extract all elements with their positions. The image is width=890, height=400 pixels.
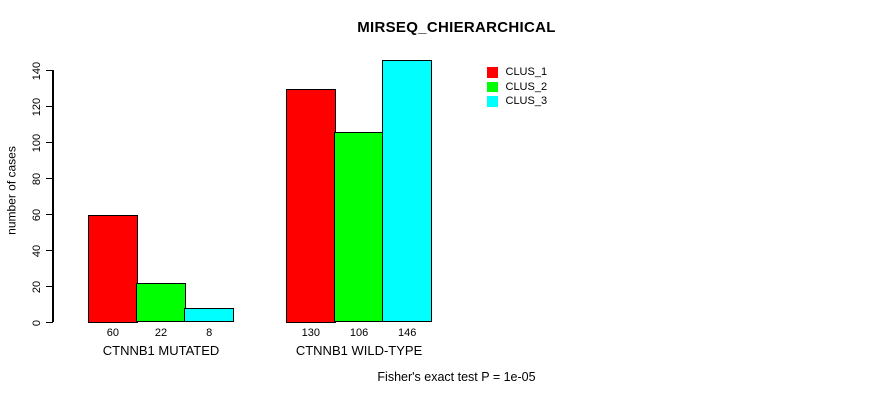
legend-label: CLUS_1: [505, 65, 548, 78]
y-axis-tick: [46, 69, 53, 72]
category-label: CTNNB1 WILD-TYPE: [295, 343, 423, 358]
bar-value-label: 146: [398, 327, 417, 339]
chart-title: MIRSEQ_CHIERARCHICAL: [357, 19, 556, 36]
bar-clus_3-2: [382, 59, 433, 323]
bar-value-label: 22: [154, 327, 168, 339]
y-axis-line: [52, 70, 54, 322]
y-axis-tick: [46, 141, 53, 144]
annotation-fisher-test: Fisher's exact test P = 1e-05: [377, 370, 536, 384]
legend-item-clus_3: CLUS_3: [487, 94, 547, 109]
y-axis-title: number of cases: [4, 146, 19, 235]
bar-clus_1-1: [88, 214, 138, 323]
legend-swatch-clus_1: [487, 67, 498, 78]
y-axis-tick-label: 40: [31, 244, 43, 257]
y-axis-tick: [46, 177, 53, 180]
legend-swatch-clus_3: [487, 96, 498, 107]
legend-label: CLUS_3: [505, 95, 548, 108]
legend-item-clus_2: CLUS_2: [487, 80, 547, 95]
bar-clus_2-2: [334, 131, 384, 323]
y-axis-tick: [46, 213, 53, 216]
y-axis-tick: [46, 105, 53, 108]
legend-item-clus_1: CLUS_1: [487, 65, 547, 80]
y-axis-tick-label: 60: [31, 208, 43, 221]
bar-clus_3-1: [184, 308, 235, 323]
y-axis-tick-label: 100: [31, 133, 43, 152]
bar-value-label: 130: [301, 327, 321, 339]
y-axis-tick-label: 80: [31, 172, 43, 185]
y-axis-tick-label: 120: [31, 97, 43, 116]
category-label: CTNNB1 MUTATED: [102, 343, 220, 358]
legend-swatch-clus_2: [487, 81, 498, 93]
bar-value-label: 8: [206, 327, 213, 339]
legend: CLUS_1 CLUS_2 CLUS_3: [487, 65, 547, 109]
y-axis-tick: [46, 285, 53, 288]
y-axis-tick: [46, 321, 53, 324]
bar-value-label: 60: [106, 327, 119, 339]
y-axis-tick-label: 140: [31, 61, 43, 80]
bar-clus_1-2: [286, 88, 336, 323]
bar-value-label: 106: [349, 327, 369, 339]
y-axis-tick: [46, 249, 53, 252]
y-axis-tick-label: 20: [31, 280, 43, 293]
y-axis-tick-label: 0: [31, 319, 43, 326]
legend-label: CLUS_2: [505, 80, 548, 93]
bar-clus_2-1: [136, 282, 186, 323]
